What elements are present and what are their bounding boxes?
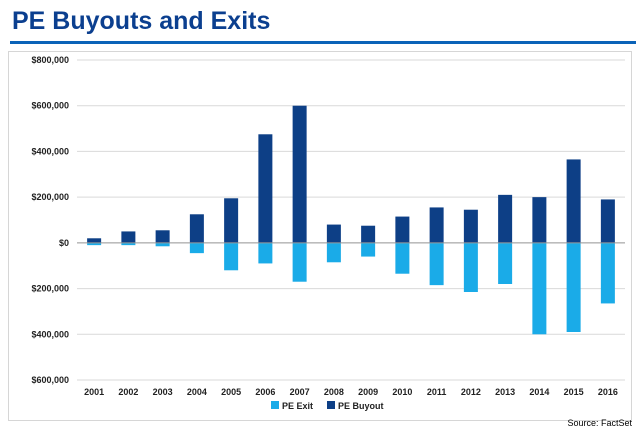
x-tick-label: 2001 [84, 387, 104, 397]
x-tick-label: 2011 [427, 387, 447, 397]
bar-pe-buyout [258, 134, 273, 243]
bar-pe-exit [87, 242, 102, 246]
bar-pe-buyout [292, 105, 307, 243]
title-rule [10, 41, 636, 44]
source-note: Source: FactSet [567, 418, 632, 428]
y-tick-label: $600,000 [31, 101, 69, 111]
y-tick-label: $600,000 [31, 375, 69, 385]
x-tick-label: 2013 [495, 387, 515, 397]
bar-pe-exit [189, 242, 204, 254]
bar-pe-buyout [87, 238, 102, 243]
x-tick-label: 2016 [598, 387, 618, 397]
bar-pe-exit [600, 242, 615, 304]
x-tick-label: 2004 [187, 387, 207, 397]
x-tick-label: 2012 [461, 387, 481, 397]
bar-pe-buyout [566, 159, 581, 243]
bar-pe-exit [395, 242, 410, 274]
y-tick-label: $200,000 [31, 284, 69, 294]
bar-pe-buyout [600, 199, 615, 243]
y-tick-label: $800,000 [31, 55, 69, 65]
x-tick-label: 2014 [529, 387, 549, 397]
x-tick-label: 2002 [118, 387, 138, 397]
legend-label-pe-exit: PE Exit [282, 401, 313, 411]
bar-pe-buyout [155, 230, 170, 243]
bar-pe-buyout [429, 207, 444, 243]
y-tick-label: $200,000 [31, 192, 69, 202]
x-tick-label: 2006 [255, 387, 275, 397]
bar-pe-exit [224, 242, 239, 271]
bar-pe-exit [532, 242, 547, 335]
bar-pe-exit [361, 242, 376, 257]
y-tick-label: $0 [59, 238, 69, 248]
bar-pe-buyout [532, 197, 547, 243]
bar-pe-buyout [121, 231, 136, 243]
x-tick-label: 2009 [358, 387, 378, 397]
bar-pe-buyout [189, 214, 204, 243]
bar-pe-buyout [463, 209, 478, 243]
bar-pe-exit [463, 242, 478, 292]
bar-pe-exit [155, 242, 170, 247]
y-tick-label: $400,000 [31, 146, 69, 156]
x-tick-label: 2003 [153, 387, 173, 397]
bar-pe-buyout [361, 225, 376, 243]
bar-pe-exit [121, 242, 136, 246]
bar-pe-buyout [326, 224, 341, 243]
legend-swatch-pe-exit [271, 401, 279, 409]
y-tick-label: $400,000 [31, 329, 69, 339]
bar-pe-buyout [224, 198, 239, 243]
bar-chart: $800,000 $600,000 $400,000 $200,000 $0 $200,0… [31, 55, 625, 411]
bar-pe-exit [258, 242, 273, 264]
bar-pe-buyout [498, 194, 513, 243]
x-tick-label: 2008 [324, 387, 344, 397]
page-title: PE Buyouts and Exits [12, 7, 271, 35]
bar-pe-exit [566, 242, 581, 332]
chart-frame: $800,000 $600,000 $400,000 $200,000 $0 $200,0… [8, 51, 632, 421]
bar-pe-exit [429, 242, 444, 286]
bar-pe-exit [326, 242, 341, 263]
x-tick-label: 2007 [290, 387, 310, 397]
bar-pe-buyout [395, 216, 410, 243]
legend-swatch-pe-buyout [327, 401, 335, 409]
legend-label-pe-buyout: PE Buyout [338, 401, 384, 411]
bar-pe-exit [498, 242, 513, 284]
x-tick-label: 2005 [221, 387, 241, 397]
x-tick-label: 2010 [392, 387, 412, 397]
x-tick-label: 2015 [564, 387, 584, 397]
bar-pe-exit [292, 242, 307, 282]
